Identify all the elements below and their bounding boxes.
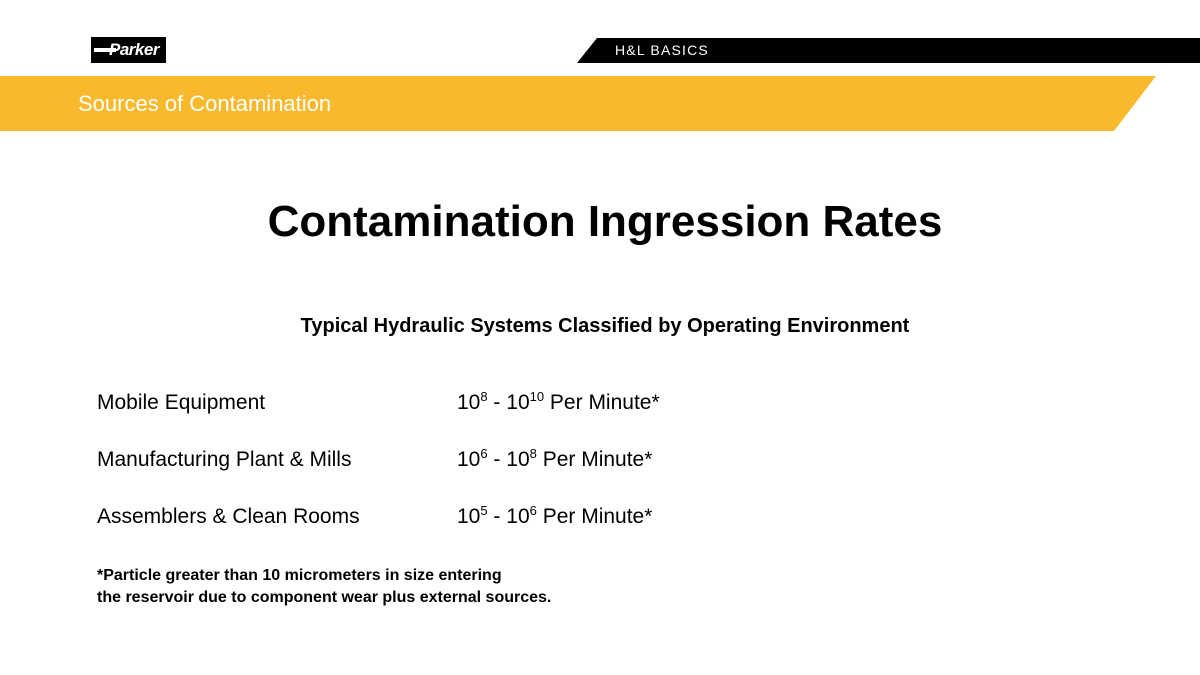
- footnote-line-1: *Particle greater than 10 micrometers in…: [97, 567, 502, 584]
- logo-text: Parker: [109, 40, 159, 59]
- environment-label: Manufacturing Plant & Mills: [97, 448, 352, 471]
- rate-value: 105 - 106 Per Minute*: [457, 503, 653, 528]
- logo-bars-icon: [94, 48, 116, 52]
- banner-title: Sources of Contamination: [78, 91, 332, 116]
- section-banner: Sources of Contamination: [0, 76, 1156, 131]
- footnote: *Particle greater than 10 micrometers in…: [97, 565, 797, 609]
- environment-label: Mobile Equipment: [97, 391, 266, 414]
- page-title: Contamination Ingression Rates: [267, 197, 943, 246]
- parker-logo: Parker: [91, 37, 166, 63]
- rate-row-manufacturing: Manufacturing Plant & Mills 106 - 108 Pe…: [97, 445, 797, 475]
- environment-label: Assemblers & Clean Rooms: [97, 505, 360, 528]
- section-tag-label: H&L BASICS: [615, 42, 709, 58]
- rate-row-clean-rooms: Assemblers & Clean Rooms 105 - 106 Per M…: [97, 502, 797, 532]
- footnote-line-2: the reservoir due to component wear plus…: [97, 589, 552, 606]
- rate-value: 108 - 1010 Per Minute*: [457, 389, 660, 414]
- rate-row-mobile: Mobile Equipment 108 - 1010 Per Minute*: [97, 388, 797, 418]
- page-subtitle: Typical Hydraulic Systems Classified by …: [300, 315, 910, 337]
- section-tag-bar: H&L BASICS: [577, 38, 1200, 63]
- rate-value: 106 - 108 Per Minute*: [457, 446, 653, 471]
